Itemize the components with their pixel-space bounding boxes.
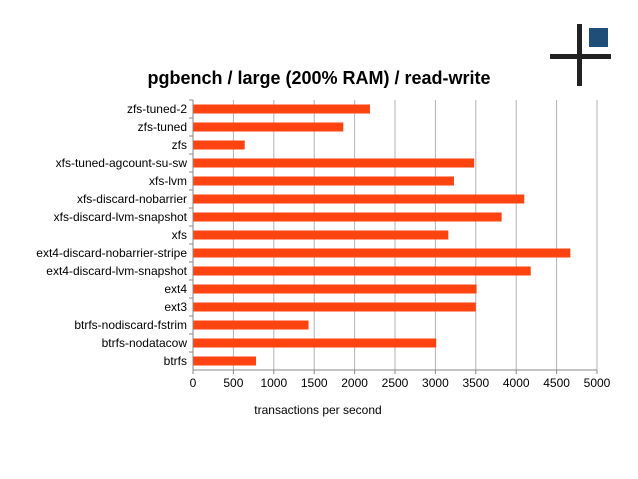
bar-xfs-tuned-agcount-su-sw [193,158,475,168]
bar-btrfs-nodiscard-fstrim [193,320,309,330]
category-label: xfs-lvm [149,174,187,188]
category-label: ext4-discard-lvm-snapshot [46,264,187,278]
bar-zfs-tuned-2 [193,104,370,114]
category-label: btrfs [164,354,187,368]
x-tick-label: 2500 [382,376,409,390]
bar-zfs-tuned [193,122,344,132]
x-tick-label: 4500 [543,376,570,390]
x-tick-label: 3500 [462,376,489,390]
x-tick-label: 500 [223,376,243,390]
x-tick-label: 3000 [422,376,449,390]
bar-ext4 [193,284,477,294]
bar-xfs-discard-nobarrier [193,194,525,204]
bar-zfs [193,140,245,150]
category-label: btrfs-nodiscard-fstrim [74,318,187,332]
category-label: xfs-tuned-agcount-su-sw [56,156,188,170]
bar-btrfs [193,356,257,366]
x-tick-label: 2000 [341,376,368,390]
bar-btrfs-nodatacow [193,338,437,348]
category-label: xfs-discard-lvm-snapshot [54,210,188,224]
logo-icon [550,24,611,86]
category-label: zfs-tuned-2 [127,102,187,116]
category-label: zfs-tuned [138,120,187,134]
x-tick-label: 1000 [260,376,287,390]
bar-xfs-discard-lvm-snapshot [193,212,502,222]
category-label: btrfs-nodatacow [102,336,188,350]
category-label: xfs-discard-nobarrier [77,192,187,206]
bar-ext3 [193,302,476,312]
category-label: xfs [172,228,187,242]
x-axis-label: transactions per second [254,403,381,417]
category-labels: zfs-tuned-2 zfs-tuned zfs xfs-tuned-agcount… [36,99,193,368]
chart-title: pgbench / large (200% RAM) / read-write [147,68,490,88]
category-label: ext3 [164,300,187,314]
x-tick-labels: 0 500 1000 1500 2000 2500 3000 3500 4000 4500 5000 [190,376,611,390]
bar-ext4-discard-lvm-snapshot [193,266,531,276]
x-tick-label: 1500 [301,376,328,390]
category-label: ext4 [164,282,187,296]
category-label: ext4-discard-nobarrier-stripe [36,246,187,260]
bar-xfs [193,230,449,240]
logo-horizontal-bar [550,54,611,59]
x-tick-label: 5000 [584,376,611,390]
x-tick-label: 0 [190,376,197,390]
bar-ext4-discard-nobarrier-stripe [193,248,571,258]
bars [193,104,571,366]
category-label: zfs [172,138,187,152]
x-tick-label: 4000 [503,376,530,390]
logo-square [589,28,608,47]
bar-xfs-lvm [193,176,454,186]
